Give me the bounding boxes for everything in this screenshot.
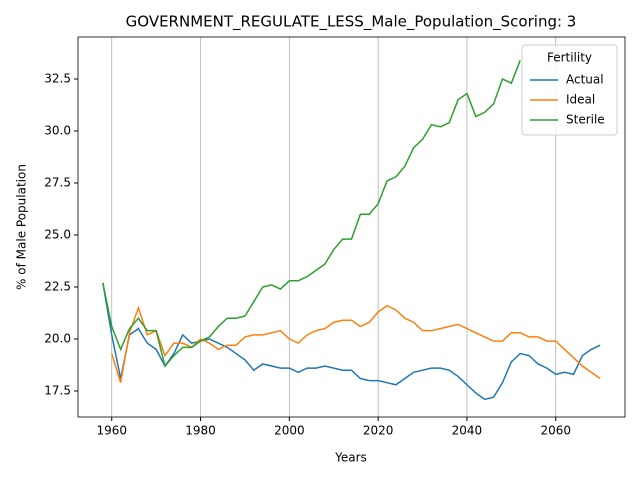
y-tick-label: 25.0 xyxy=(44,228,71,242)
series-line xyxy=(102,282,601,401)
legend-label: Sterile xyxy=(566,113,605,127)
x-tick-label: 2040 xyxy=(452,424,483,438)
x-tick-label: 2020 xyxy=(363,424,394,438)
y-tick-label: 32.5 xyxy=(44,72,71,86)
chart-title: GOVERNMENT_REGULATE_LESS_Male_Population… xyxy=(126,13,577,32)
y-tick-label: 22.5 xyxy=(44,280,71,294)
y-tick-label: 27.5 xyxy=(44,176,71,190)
x-axis-label: Years xyxy=(334,451,367,465)
x-tick-label: 2060 xyxy=(540,424,571,438)
y-tick-label: 30.0 xyxy=(44,124,71,138)
y-tick-label: 20.0 xyxy=(44,332,71,346)
x-tick-label: 1960 xyxy=(96,424,127,438)
series-line xyxy=(102,60,521,368)
y-axis-label: % of Male Population xyxy=(15,164,29,290)
legend-label: Actual xyxy=(566,73,604,87)
legend-label: Ideal xyxy=(566,93,595,107)
legend-title: Fertility xyxy=(547,51,592,65)
plot-frame xyxy=(77,36,626,418)
legend-box xyxy=(521,44,618,136)
x-tick-label: 1980 xyxy=(185,424,216,438)
y-tick-label: 17.5 xyxy=(44,384,71,398)
x-tick-label: 2000 xyxy=(274,424,305,438)
series-line xyxy=(111,304,601,383)
